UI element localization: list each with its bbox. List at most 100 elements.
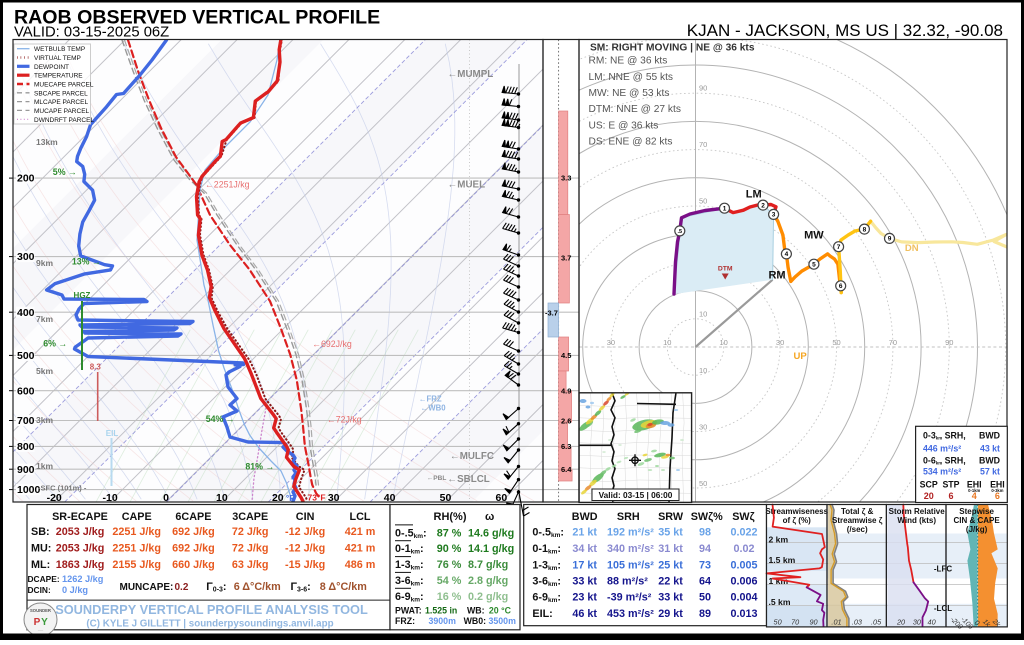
svg-text:VALID: 03-15-2025 06Z: VALID: 03-15-2025 06Z xyxy=(14,25,169,41)
svg-text:0-3km: 0-3km xyxy=(991,488,1003,493)
svg-text:(C) KYLE J GILLETT | sounderpy: (C) KYLE J GILLETT | sounderpysoundings.… xyxy=(86,618,333,629)
svg-text:←PBL: ←PBL xyxy=(427,475,447,482)
svg-text:SWζ%: SWζ% xyxy=(691,511,723,523)
svg-text:3500m: 3500m xyxy=(489,616,517,626)
svg-text:UP: UP xyxy=(793,351,807,362)
svg-text:7: 7 xyxy=(837,244,841,251)
svg-text:Wind (kts): Wind (kts) xyxy=(897,516,936,525)
svg-text:SB:: SB: xyxy=(31,526,50,538)
svg-text:446 m²/s²: 446 m²/s² xyxy=(923,444,961,454)
svg-text:-LCL: -LCL xyxy=(934,604,952,613)
svg-text:←WB0: ←WB0 xyxy=(421,404,447,413)
svg-text:105 m²/s²: 105 m²/s² xyxy=(607,559,654,571)
svg-text:2.6: 2.6 xyxy=(561,416,571,425)
svg-text:1km: 1km xyxy=(36,461,53,471)
svg-text:1-3km:: 1-3km: xyxy=(532,559,561,572)
svg-text:.05: .05 xyxy=(871,618,882,627)
svg-text:73°F: 73°F xyxy=(307,493,325,503)
svg-text:1.525 in: 1.525 in xyxy=(425,606,457,616)
svg-text:200: 200 xyxy=(17,173,35,185)
svg-text:30: 30 xyxy=(607,338,615,347)
svg-text:2155 J/kg: 2155 J/kg xyxy=(112,559,161,571)
svg-text:4.5: 4.5 xyxy=(561,351,571,360)
svg-text:SRH: SRH xyxy=(617,511,640,523)
svg-text:8: 8 xyxy=(863,226,867,233)
svg-text:64: 64 xyxy=(699,576,711,588)
svg-text:←692J/kg: ←692J/kg xyxy=(312,339,352,349)
svg-text:89: 89 xyxy=(699,608,711,620)
svg-text:←SBLCL: ←SBLCL xyxy=(447,474,489,485)
svg-text:0-1km:: 0-1km: xyxy=(532,543,561,556)
svg-text:63 J/kg: 63 J/kg xyxy=(232,559,269,571)
svg-text:17 kt: 17 kt xyxy=(572,559,597,571)
svg-text:4: 4 xyxy=(972,491,977,501)
svg-text:660 J/kg: 660 J/kg xyxy=(172,559,215,571)
svg-text:2: 2 xyxy=(761,202,765,209)
svg-text:3CAPE: 3CAPE xyxy=(232,511,268,523)
svg-text:-SFC (101m) -: -SFC (101m) - xyxy=(38,484,87,493)
svg-text:MLCAPE PARCEL: MLCAPE PARCEL xyxy=(34,99,88,106)
svg-text:43 kt: 43 kt xyxy=(980,444,1000,454)
svg-text:←2251J/kg: ←2251J/kg xyxy=(205,180,250,190)
svg-text:FRZ:: FRZ: xyxy=(395,616,415,626)
svg-text:MW: NE @ 53 kts: MW: NE @ 53 kts xyxy=(589,88,670,99)
svg-text:0.2 g/kg: 0.2 g/kg xyxy=(468,591,508,603)
svg-text:50: 50 xyxy=(699,479,707,488)
svg-text:20: 20 xyxy=(924,491,934,501)
svg-text:1-3km:: 1-3km: xyxy=(395,559,424,572)
svg-text:500: 500 xyxy=(17,350,35,362)
svg-text:534 m²/s²: 534 m²/s² xyxy=(923,467,961,477)
svg-text:CIN & CAPE: CIN & CAPE xyxy=(953,516,1000,525)
svg-text:10: 10 xyxy=(663,338,671,347)
svg-text:6: 6 xyxy=(995,491,1000,501)
svg-text:57 kt: 57 kt xyxy=(980,467,1000,477)
svg-text:←72J/kg: ←72J/kg xyxy=(327,415,362,425)
svg-text:22 kt: 22 kt xyxy=(658,576,683,588)
svg-text:30: 30 xyxy=(328,492,340,504)
svg-text:DTM: NNE @ 27 kts: DTM: NNE @ 27 kts xyxy=(589,104,681,115)
svg-text:°F: °F xyxy=(286,494,294,503)
svg-text:RH(%): RH(%) xyxy=(434,511,467,523)
svg-text:PWAT:: PWAT: xyxy=(395,606,422,616)
svg-text:2053 J/kg: 2053 J/kg xyxy=(56,543,105,555)
svg-text:35 kt: 35 kt xyxy=(658,527,683,539)
svg-text:1k: 1k xyxy=(981,618,992,629)
svg-text:6-9km:: 6-9km: xyxy=(395,591,424,604)
svg-text:.01: .01 xyxy=(831,618,841,627)
svg-text:72 J/kg: 72 J/kg xyxy=(232,526,269,538)
svg-text:EHI: EHI xyxy=(990,480,1005,490)
svg-text:SCP: SCP xyxy=(920,480,938,490)
svg-text:1.5 km: 1.5 km xyxy=(769,555,796,565)
svg-text:2k: 2k xyxy=(990,618,1001,629)
svg-text:50: 50 xyxy=(774,618,782,627)
svg-text:25 kt: 25 kt xyxy=(658,559,683,571)
svg-text:-20: -20 xyxy=(47,492,62,504)
svg-text:20 °C: 20 °C xyxy=(489,606,512,616)
svg-text:3.7: 3.7 xyxy=(561,253,571,262)
svg-text:DEWPOINT: DEWPOINT xyxy=(34,64,69,71)
svg-text:50: 50 xyxy=(440,492,452,504)
svg-text:←MULFC: ←MULFC xyxy=(450,451,494,462)
svg-text:70: 70 xyxy=(699,140,707,149)
svg-text:8.3: 8.3 xyxy=(90,363,102,372)
svg-text:300: 300 xyxy=(17,251,35,263)
svg-text:13% →: 13% → xyxy=(72,257,101,267)
svg-text:SM: RIGHT MOVING | NE @ 36 kts: SM: RIGHT MOVING | NE @ 36 kts xyxy=(590,43,755,54)
svg-text:←MUMPL: ←MUMPL xyxy=(448,69,494,80)
svg-text:(J/kg): (J/kg) xyxy=(966,525,988,534)
svg-text:SWζ: SWζ xyxy=(732,511,754,523)
svg-text:30: 30 xyxy=(699,423,707,432)
svg-text:20: 20 xyxy=(272,492,284,504)
svg-text:90: 90 xyxy=(809,618,817,627)
svg-text:2251 J/kg: 2251 J/kg xyxy=(112,543,161,555)
svg-text:8 Δ°C/km: 8 Δ°C/km xyxy=(320,581,367,593)
svg-text:Streamwiseness: Streamwiseness xyxy=(765,507,828,516)
svg-text:2 km: 2 km xyxy=(769,534,789,544)
svg-text:486 m: 486 m xyxy=(345,559,376,571)
svg-text:6.3: 6.3 xyxy=(561,442,571,451)
svg-text:6-9km:: 6-9km: xyxy=(532,592,561,605)
svg-text:0-3km SRH,: 0-3km SRH, xyxy=(923,431,966,441)
svg-text:98: 98 xyxy=(699,527,711,539)
svg-text:HGZ: HGZ xyxy=(74,291,91,300)
svg-text:76 %: 76 % xyxy=(437,559,462,571)
